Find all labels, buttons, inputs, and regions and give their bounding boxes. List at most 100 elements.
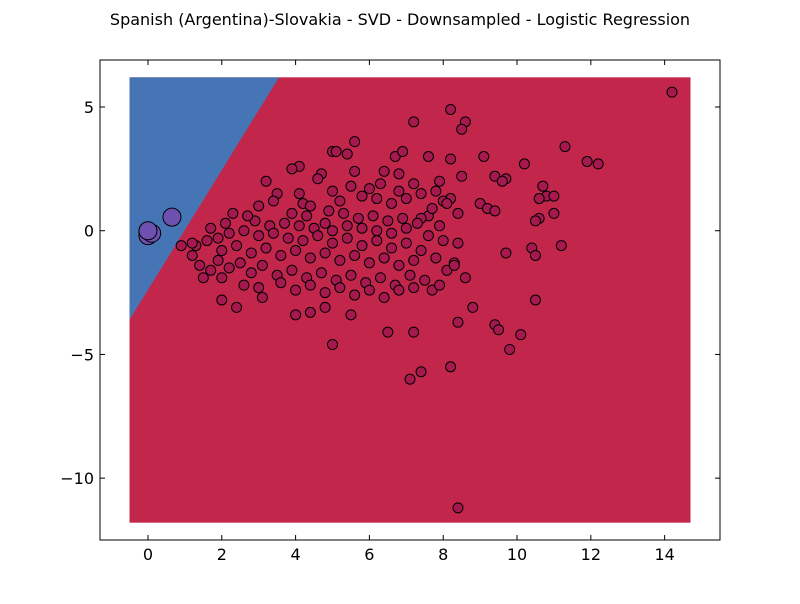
data-point-right bbox=[194, 259, 206, 271]
data-point-right bbox=[393, 284, 405, 296]
data-point-right bbox=[430, 185, 442, 197]
data-point-right bbox=[253, 230, 265, 242]
x-tick-label: 14 bbox=[654, 545, 674, 564]
data-point-right bbox=[256, 259, 268, 271]
data-point-right bbox=[592, 158, 604, 170]
data-point-right bbox=[260, 242, 272, 254]
data-point-right bbox=[290, 284, 302, 296]
data-point-right bbox=[529, 215, 541, 227]
y-tick-label: −10 bbox=[60, 469, 94, 488]
data-point-right bbox=[227, 207, 239, 219]
data-point-right bbox=[456, 170, 468, 182]
x-tick-label: 6 bbox=[364, 545, 374, 564]
data-point-right bbox=[378, 292, 390, 304]
data-point-right bbox=[400, 222, 412, 234]
data-point-right bbox=[419, 274, 431, 286]
data-point-right bbox=[293, 188, 305, 200]
x-tick-label: 2 bbox=[217, 545, 227, 564]
data-point-right bbox=[489, 205, 501, 217]
data-point-right bbox=[327, 185, 338, 197]
data-point-right bbox=[205, 222, 217, 234]
data-point-right bbox=[404, 269, 416, 281]
axis-ticks: 0 2 4 6 8 10 12 14 5 0 −5 −10 bbox=[60, 60, 720, 564]
data-point-right bbox=[441, 198, 453, 210]
data-point-right bbox=[334, 282, 346, 294]
data-point-right bbox=[175, 240, 187, 252]
data-point-left bbox=[138, 221, 158, 241]
data-point-right bbox=[529, 249, 541, 261]
data-point-right bbox=[186, 249, 198, 261]
data-point-right bbox=[216, 272, 228, 284]
data-point-right bbox=[312, 173, 324, 185]
data-point-right bbox=[301, 210, 313, 222]
data-point-right bbox=[493, 324, 505, 336]
data-point-right bbox=[537, 180, 549, 192]
data-point-right bbox=[341, 232, 353, 244]
data-point-right bbox=[282, 232, 294, 244]
data-point-right bbox=[371, 225, 383, 237]
data-point-right bbox=[404, 373, 416, 385]
data-point-right bbox=[219, 217, 231, 229]
data-point-right bbox=[238, 225, 250, 237]
data-point-right bbox=[518, 158, 530, 170]
data-point-right bbox=[327, 339, 338, 351]
data-point-right bbox=[349, 136, 361, 148]
data-point-right bbox=[371, 235, 383, 247]
data-point-right bbox=[382, 215, 394, 227]
data-point-right bbox=[319, 287, 331, 299]
scatter-points bbox=[138, 86, 678, 514]
data-point-right bbox=[231, 301, 243, 313]
data-point-right bbox=[345, 309, 357, 321]
data-point-right bbox=[452, 237, 464, 249]
y-tick-label: 5 bbox=[84, 98, 94, 117]
data-point-right bbox=[504, 343, 516, 355]
data-point-right bbox=[422, 230, 434, 242]
data-point-right bbox=[452, 207, 464, 219]
data-point-right bbox=[408, 116, 420, 128]
data-point-right bbox=[319, 301, 331, 313]
data-point-right bbox=[279, 217, 291, 229]
data-point-right bbox=[422, 150, 434, 162]
data-point-right bbox=[478, 150, 490, 162]
data-point-right bbox=[338, 207, 350, 219]
data-point-right bbox=[304, 306, 316, 318]
data-point-right bbox=[238, 279, 250, 291]
data-point-right bbox=[408, 282, 420, 294]
data-point-right bbox=[286, 163, 298, 175]
data-point-right bbox=[393, 185, 405, 197]
data-point-right bbox=[374, 272, 386, 284]
data-point-right bbox=[349, 165, 361, 177]
data-point-right bbox=[319, 247, 331, 259]
data-point-right bbox=[197, 272, 209, 284]
data-point-right bbox=[548, 207, 560, 219]
data-point-right bbox=[312, 230, 324, 242]
data-point-right bbox=[430, 252, 442, 264]
data-point-right bbox=[345, 269, 357, 281]
data-point-right bbox=[452, 316, 464, 328]
data-point-right bbox=[212, 232, 224, 244]
data-point-right bbox=[452, 502, 464, 514]
region-class-left bbox=[129, 77, 279, 320]
data-point-right bbox=[415, 188, 427, 200]
data-point-right bbox=[245, 267, 257, 279]
data-point-right bbox=[434, 220, 446, 232]
data-point-right bbox=[367, 210, 379, 222]
data-point-right bbox=[253, 200, 265, 212]
data-point-right bbox=[286, 264, 298, 276]
data-point-right bbox=[448, 259, 460, 271]
data-point-right bbox=[212, 254, 224, 266]
data-point-right bbox=[319, 217, 331, 229]
data-point-right bbox=[242, 210, 254, 222]
data-point-left bbox=[162, 207, 182, 227]
data-point-right bbox=[363, 284, 375, 296]
data-point-right bbox=[286, 207, 298, 219]
data-point-right bbox=[256, 292, 268, 304]
data-point-right bbox=[245, 247, 257, 259]
data-point-right bbox=[400, 193, 412, 205]
data-point-right bbox=[330, 146, 342, 158]
data-point-right bbox=[293, 220, 305, 232]
chart-title: Spanish (Argentina)-Slovakia - SVD - Dow… bbox=[109, 10, 691, 29]
y-tick-label: −5 bbox=[70, 345, 94, 364]
data-point-right bbox=[581, 155, 593, 167]
